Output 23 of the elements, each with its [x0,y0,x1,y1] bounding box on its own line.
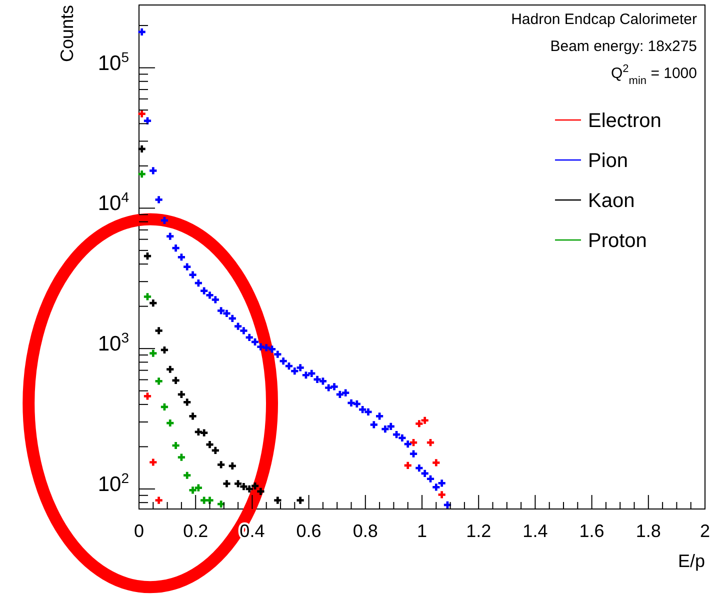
x-tick-label: 0 [134,521,144,541]
legend-label: Pion [588,150,628,172]
y-axis-title: Counts [57,5,77,62]
legend-label: Electron [588,110,662,132]
annotation: Q$^{2}$$_{min}$ = 1000 [611,63,697,87]
y-tick-label: 10$^{2}$ [98,470,130,496]
x-tick-label: 0.6 [296,521,322,541]
annotation: Beam energy: 18x275 [550,38,697,55]
legend-label: Proton [588,230,647,252]
x-axis-title: E/p [678,551,705,571]
y-tick-label: 10$^{3}$ [98,330,130,356]
annotation: Hadron Endcap Calorimeter [511,11,697,28]
x-tick-label: 2 [700,521,710,541]
x-tick-label: 1.8 [636,521,661,541]
y-tick-label: 10$^{5}$ [98,48,130,75]
x-tick-label: 0.8 [352,521,378,541]
x-tick-label: 1 [416,521,428,541]
x-tick-label: 1.4 [522,521,548,541]
legend-label: Kaon [588,190,635,212]
y-tick-label: 10$^{4}$ [98,189,130,216]
x-tick-label: 0.2 [183,521,208,541]
x-tick-label: 1.2 [466,521,492,541]
x-tick-label: 1.6 [579,521,604,541]
